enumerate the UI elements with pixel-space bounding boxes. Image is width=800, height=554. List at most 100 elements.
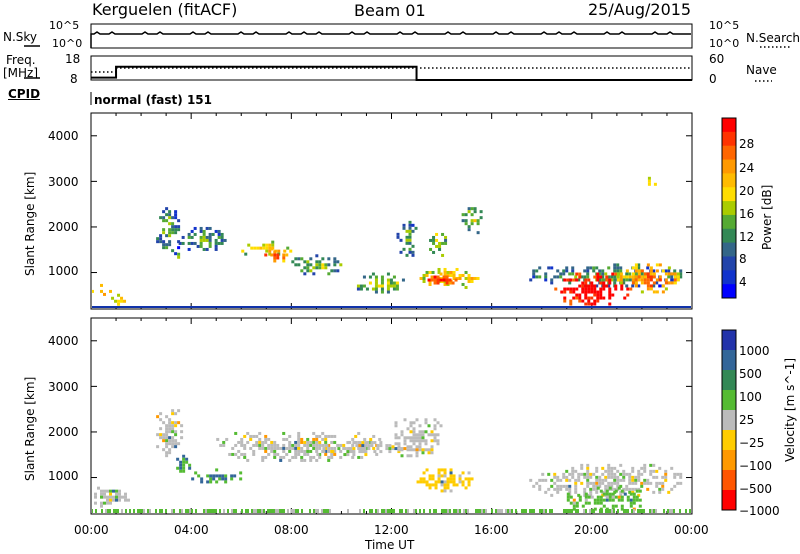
- velocity-cell: [562, 484, 566, 488]
- power-cell: [168, 240, 172, 244]
- power-cell: [616, 266, 620, 270]
- velocity-cell: [409, 436, 413, 440]
- velocity-cell: [243, 446, 247, 450]
- power-cell: [92, 289, 94, 293]
- velocity-cell: [230, 474, 234, 478]
- velocity-cell: [661, 484, 665, 488]
- power-cell: [608, 287, 612, 291]
- vel-cbar-tick-neg100: −100: [739, 459, 772, 473]
- power-cell: [444, 235, 448, 239]
- velocity-cell: [176, 457, 180, 461]
- velocity-ground-cell: [399, 509, 401, 513]
- power-colorbar-swatch: [722, 228, 736, 244]
- velocity-cell: [583, 490, 587, 494]
- velocity-cell: [168, 439, 172, 443]
- velocity-cell: [315, 446, 319, 450]
- velocity-ground-cell: [139, 509, 141, 513]
- velocity-cell: [532, 484, 536, 488]
- power-cell: [590, 290, 594, 294]
- velocity-cell: [180, 424, 184, 428]
- power-cell: [429, 238, 433, 242]
- velocity-ground-cell: [203, 509, 205, 513]
- power-cell: [294, 263, 298, 267]
- velocity-ground-cell: [649, 509, 651, 513]
- power-cell: [586, 275, 590, 279]
- power-cell: [262, 243, 266, 247]
- velocity-cell: [589, 475, 593, 479]
- velocity-cell: [553, 472, 557, 476]
- velocity-cell: [617, 495, 621, 499]
- power-cell: [664, 287, 668, 291]
- velocity-cell: [231, 452, 235, 456]
- velocity-ground-cell: [92, 509, 93, 513]
- power-cell: [408, 223, 412, 227]
- velocity-cell: [364, 453, 368, 457]
- power-cell: [640, 269, 644, 273]
- power-cell: [676, 275, 680, 279]
- velocity-ground-cell: [253, 509, 255, 513]
- velocity-cell: [440, 468, 444, 472]
- velocity-cell: [595, 490, 599, 494]
- power-cell: [297, 257, 301, 261]
- velocity-cell: [640, 484, 644, 488]
- velocity-cell: [378, 437, 382, 441]
- power-cell: [386, 287, 390, 291]
- velocity-ground-cell: [483, 509, 485, 513]
- velocity-cell: [658, 466, 662, 470]
- power-cell: [559, 275, 563, 279]
- velocity-cell: [156, 433, 160, 437]
- power-cell: [590, 302, 594, 306]
- velocity-cell: [400, 430, 404, 434]
- velocity-cell: [103, 501, 106, 505]
- velocity-cell: [376, 447, 380, 451]
- velocity-cell: [168, 430, 172, 434]
- velocity-colorbar-border: [721, 329, 737, 511]
- power-cell: [401, 278, 405, 282]
- power-cell: [282, 253, 286, 257]
- velocity-ground-cell: [667, 509, 669, 513]
- velocity-ground-cell: [651, 509, 653, 513]
- power-cell: [396, 235, 400, 239]
- velocity-ground-cell: [689, 509, 691, 513]
- power-cell: [262, 246, 266, 250]
- power-cell: [327, 263, 331, 267]
- velocity-cell: [608, 498, 612, 502]
- power-cell: [569, 302, 573, 306]
- power-cell: [622, 275, 626, 279]
- power-cell: [587, 284, 591, 288]
- power-cell: [613, 275, 617, 279]
- vel-cbar-tick-neg1000: −1000: [739, 504, 780, 518]
- power-cell: [162, 219, 166, 223]
- velocity-cell: [409, 454, 413, 458]
- velocity-cell: [370, 444, 374, 448]
- power-cell: [655, 281, 659, 285]
- velocity-cell: [590, 495, 594, 499]
- power-cell: [427, 278, 431, 282]
- velocity-cell: [372, 434, 376, 438]
- velocity-cell: [322, 447, 326, 451]
- velocity-cell: [165, 433, 169, 437]
- velocity-ground-cell: [267, 509, 269, 513]
- velocity-cell: [363, 437, 367, 441]
- power-cell: [276, 253, 280, 257]
- velocity-ground-cell: [277, 509, 279, 513]
- velocity-cell: [418, 433, 422, 437]
- power-cell: [574, 275, 578, 279]
- power-cell: [171, 222, 175, 226]
- power-cell: [318, 266, 322, 270]
- velocity-cell: [162, 421, 166, 425]
- velocity-ground-cell: [429, 509, 431, 513]
- power-cell: [616, 278, 620, 282]
- power-cell: [217, 235, 221, 239]
- power-cell: [673, 278, 677, 282]
- power-cell: [303, 260, 307, 264]
- velocity-ground-cell: [563, 509, 565, 513]
- power-cell: [187, 241, 191, 245]
- velocity-ground-cell: [187, 509, 189, 513]
- power-cell: [187, 247, 191, 251]
- power-cell: [315, 260, 319, 264]
- power-cell: [646, 263, 650, 267]
- power-cell: [554, 287, 558, 291]
- velocity-ground-cell: [295, 509, 297, 513]
- velocity-cell: [437, 480, 441, 484]
